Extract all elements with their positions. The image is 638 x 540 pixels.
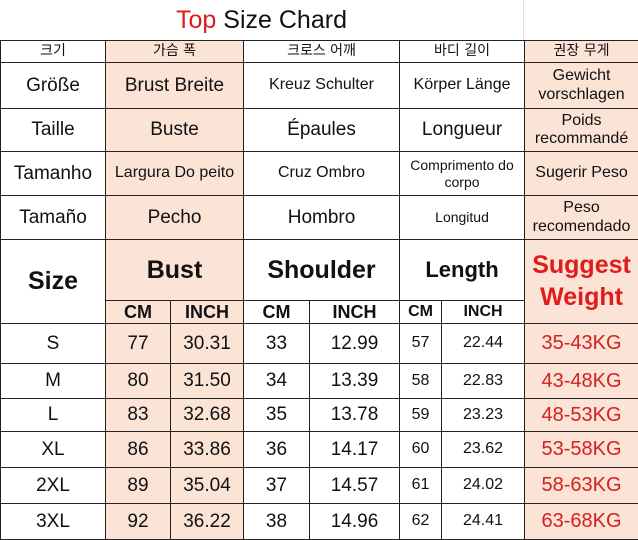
cell-weight: 35-43KG xyxy=(525,324,638,364)
label-length: Longueur xyxy=(400,109,525,152)
cell-shoulder-cm: 33 xyxy=(244,324,310,364)
label-bust: Brust Breite xyxy=(106,63,244,109)
label-length: Comprimento do corpo xyxy=(400,152,525,196)
cell-shoulder-inch: 13.39 xyxy=(310,364,400,399)
label-size: Größe xyxy=(1,63,106,109)
cell-size: L xyxy=(1,399,106,432)
cell-size: XL xyxy=(1,432,106,468)
header-suggest-weight: Suggest Weight xyxy=(525,240,638,324)
cell-weight: 58-63KG xyxy=(525,468,638,504)
header-length: Length xyxy=(400,240,525,301)
label-size: Tamanho xyxy=(1,152,106,196)
cell-weight: 63-68KG xyxy=(525,504,638,540)
cell-shoulder-cm: 35 xyxy=(244,399,310,432)
cell-length-cm: 61 xyxy=(400,468,442,504)
cell-length-inch: 24.41 xyxy=(442,504,525,540)
cell-shoulder-inch: 14.17 xyxy=(310,432,400,468)
cell-bust-inch: 36.22 xyxy=(171,504,244,540)
label-shoulder: Kreuz Schulter xyxy=(244,63,400,109)
cell-bust-cm: 92 xyxy=(106,504,171,540)
cell-shoulder-inch: 14.57 xyxy=(310,468,400,504)
cell-bust-inch: 31.50 xyxy=(171,364,244,399)
cell-length-inch: 22.44 xyxy=(442,324,525,364)
cell-length-inch: 23.62 xyxy=(442,432,525,468)
cell-shoulder-cm: 34 xyxy=(244,364,310,399)
cell-weight: 43-48KG xyxy=(525,364,638,399)
label-shoulder: Hombro xyxy=(244,196,400,240)
header-size: Size xyxy=(1,240,106,324)
bust-cm-header: CM xyxy=(106,301,171,324)
label-bust: Buste xyxy=(106,109,244,152)
label-size: 크기 xyxy=(1,41,106,63)
cell-bust-inch: 30.31 xyxy=(171,324,244,364)
label-shoulder: Cruz Ombro xyxy=(244,152,400,196)
cell-length-cm: 60 xyxy=(400,432,442,468)
label-shoulder: 크로스 어깨 xyxy=(244,41,400,63)
cell-bust-cm: 80 xyxy=(106,364,171,399)
cell-bust-cm: 83 xyxy=(106,399,171,432)
length-cm-header: CM xyxy=(400,301,442,324)
cell-bust-cm: 77 xyxy=(106,324,171,364)
label-size: Taille xyxy=(1,109,106,152)
cell-weight: 48-53KG xyxy=(525,399,638,432)
cell-length-cm: 58 xyxy=(400,364,442,399)
title-highlight: Top xyxy=(176,6,216,35)
cell-bust-inch: 33.86 xyxy=(171,432,244,468)
shoulder-cm-header: CM xyxy=(244,301,310,324)
label-size: Tamaño xyxy=(1,196,106,240)
cell-bust-inch: 35.04 xyxy=(171,468,244,504)
cell-size: 3XL xyxy=(1,504,106,540)
length-inch-header: INCH xyxy=(442,301,525,324)
label-weight: Gewicht vorschlagen xyxy=(525,63,638,109)
header-shoulder: Shoulder xyxy=(244,240,400,301)
cell-weight: 53-58KG xyxy=(525,432,638,468)
cell-length-cm: 62 xyxy=(400,504,442,540)
cell-length-cm: 57 xyxy=(400,324,442,364)
cell-length-inch: 22.83 xyxy=(442,364,525,399)
title-rest: Size Chard xyxy=(223,6,347,35)
cell-shoulder-cm: 37 xyxy=(244,468,310,504)
cell-length-cm: 59 xyxy=(400,399,442,432)
cell-shoulder-inch: 12.99 xyxy=(310,324,400,364)
shoulder-inch-header: INCH xyxy=(310,301,400,324)
label-length: 바디 길이 xyxy=(400,41,525,63)
bust-inch-header: INCH xyxy=(171,301,244,324)
cell-shoulder-cm: 36 xyxy=(244,432,310,468)
cell-bust-cm: 86 xyxy=(106,432,171,468)
cell-length-inch: 24.02 xyxy=(442,468,525,504)
label-bust: Largura Do peito xyxy=(106,152,244,196)
cell-bust-cm: 89 xyxy=(106,468,171,504)
label-weight: Poids recommandé xyxy=(525,109,638,152)
cell-shoulder-inch: 14.96 xyxy=(310,504,400,540)
header-bust: Bust xyxy=(106,240,244,301)
label-length: Longitud xyxy=(400,196,525,240)
cell-size: M xyxy=(1,364,106,399)
cell-length-inch: 23.23 xyxy=(442,399,525,432)
label-weight: 권장 무게 xyxy=(525,41,638,63)
chart-title: Top Size Chard xyxy=(0,0,524,40)
cell-shoulder-inch: 13.78 xyxy=(310,399,400,432)
cell-size: 2XL xyxy=(1,468,106,504)
cell-size: S xyxy=(1,324,106,364)
cell-bust-inch: 32.68 xyxy=(171,399,244,432)
label-bust: 가슴 폭 xyxy=(106,41,244,63)
label-length: Körper Länge xyxy=(400,63,525,109)
label-bust: Pecho xyxy=(106,196,244,240)
label-weight: Sugerir Peso xyxy=(525,152,638,196)
label-shoulder: Épaules xyxy=(244,109,400,152)
label-weight: Peso recomendado xyxy=(525,196,638,240)
cell-shoulder-cm: 38 xyxy=(244,504,310,540)
